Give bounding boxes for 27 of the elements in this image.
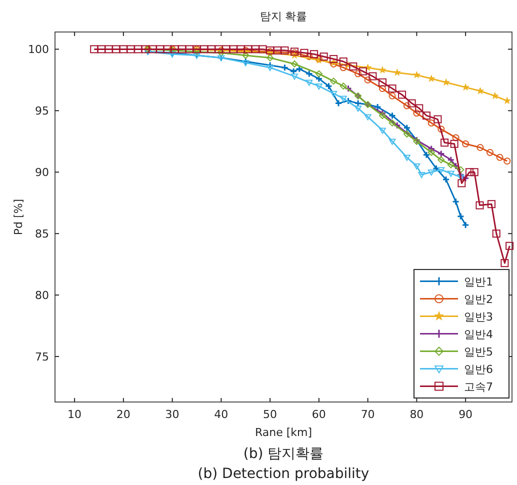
legend-label: 일반3 bbox=[464, 310, 493, 324]
chart-title: 탐지 확률 bbox=[260, 10, 308, 23]
x-tick-label: 50 bbox=[263, 408, 278, 421]
x-tick-label: 90 bbox=[458, 408, 473, 421]
x-tick-label: 70 bbox=[360, 408, 375, 421]
y-tick-label: 80 bbox=[35, 289, 49, 302]
y-tick-label: 100 bbox=[28, 43, 49, 56]
x-tick-label: 60 bbox=[312, 408, 326, 421]
legend-label: 일반1 bbox=[464, 275, 493, 288]
x-tick-label: 40 bbox=[214, 408, 228, 421]
x-tick-label: 20 bbox=[116, 408, 130, 421]
legend-label: 일반4 bbox=[464, 328, 493, 341]
legend-label: 일반6 bbox=[464, 362, 493, 376]
x-tick-label: 80 bbox=[410, 408, 424, 421]
y-tick-label: 95 bbox=[35, 104, 49, 118]
x-tick-label: 30 bbox=[165, 408, 180, 421]
y-tick-label: 90 bbox=[35, 166, 49, 180]
text: (b) 탐지확률 bbox=[243, 446, 324, 462]
y-axis-title: Pd [%] bbox=[12, 198, 25, 236]
y-tick-label: 75 bbox=[35, 350, 49, 364]
legend-label: 일반5 bbox=[464, 345, 493, 358]
x-axis-title: Rane [km] bbox=[254, 426, 312, 439]
x-tick-label: 10 bbox=[68, 408, 82, 421]
legend-label: 고속7 bbox=[464, 380, 493, 394]
y-tick-label: 85 bbox=[35, 228, 49, 241]
text: (b) Detection probability bbox=[198, 466, 370, 482]
legend-label: 일반2 bbox=[464, 292, 493, 306]
